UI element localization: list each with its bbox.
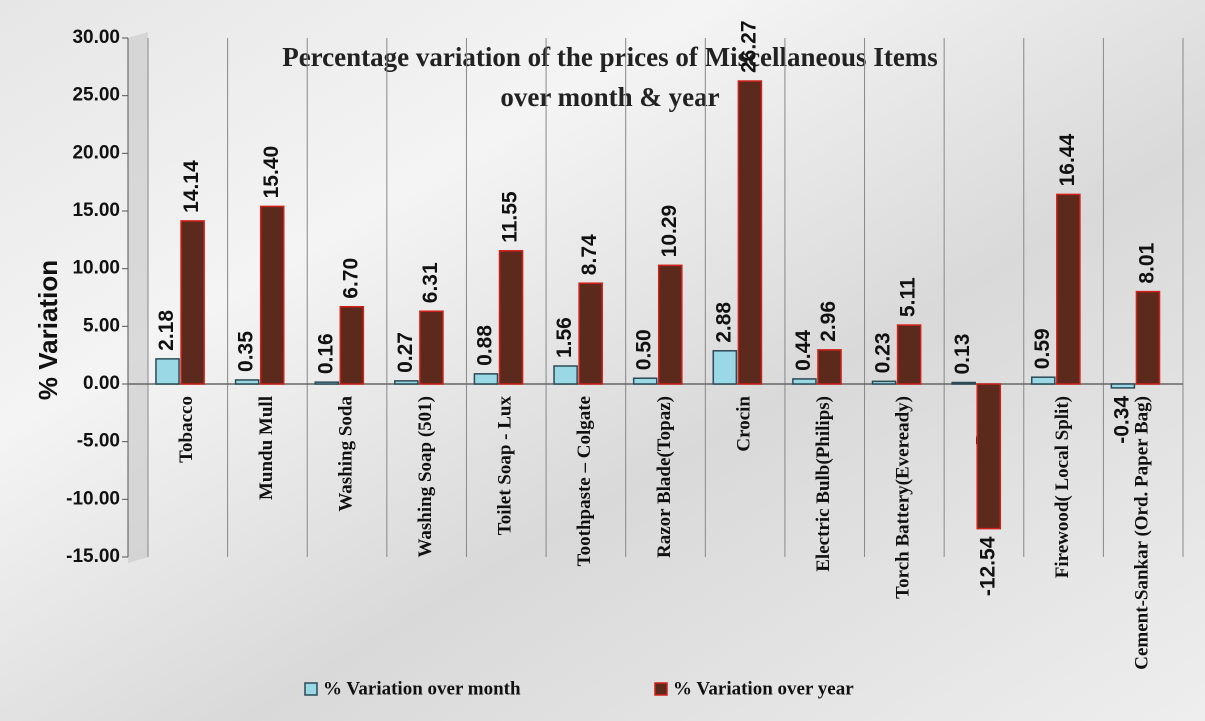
x-tick-label: Tobacco xyxy=(176,396,197,463)
data-label: 0.44 xyxy=(792,330,815,371)
data-label: 1.56 xyxy=(553,317,576,358)
bar xyxy=(234,379,260,385)
legend-label: % Variation over month xyxy=(323,678,521,699)
y-tick-label: -10.00 xyxy=(66,488,120,509)
data-label: 2.88 xyxy=(712,302,735,343)
data-label: 0.16 xyxy=(314,333,337,374)
data-label: 10.29 xyxy=(658,205,681,258)
bar xyxy=(155,358,180,385)
data-label: 2.96 xyxy=(817,301,840,342)
x-tick-label: Firewood( Local Split) xyxy=(1052,396,1073,578)
data-label: 0.59 xyxy=(1031,328,1054,369)
data-label: 15.40 xyxy=(260,146,283,199)
y-tick-label: 10.00 xyxy=(72,258,120,279)
legend-label: % Variation over year xyxy=(673,678,854,699)
x-tick-label: Washing Soap (501) xyxy=(415,396,436,558)
bar xyxy=(394,380,419,385)
bar xyxy=(1030,376,1056,385)
axis-wall xyxy=(128,32,148,563)
bar xyxy=(737,80,763,385)
bar xyxy=(792,378,817,385)
x-tick-label: Toilet Soap - Lux xyxy=(495,396,516,536)
data-label: 0.27 xyxy=(394,332,417,373)
data-label: 0.35 xyxy=(235,331,258,372)
bar xyxy=(419,310,444,385)
x-tick-label: Crocin xyxy=(733,396,754,452)
x-tick-label: Washing Soda xyxy=(335,396,356,512)
bar xyxy=(498,250,524,385)
bar xyxy=(657,264,683,385)
bar xyxy=(1056,193,1081,385)
data-label: 6.70 xyxy=(339,258,362,299)
bar xyxy=(339,305,365,385)
y-tick-label: 5.00 xyxy=(83,315,120,336)
y-tick-label: 25.00 xyxy=(72,85,120,106)
bar xyxy=(817,349,842,385)
data-label: 0.13 xyxy=(951,334,974,375)
data-label: 8.74 xyxy=(578,234,601,275)
bar xyxy=(314,381,340,385)
x-tick-label: Torch Battery(Eveready) xyxy=(893,396,914,599)
data-label: 11.55 xyxy=(499,191,522,243)
bar xyxy=(896,324,922,385)
bar xyxy=(553,365,578,385)
legend-swatch xyxy=(654,682,668,696)
data-label: 14.14 xyxy=(180,160,203,213)
data-label: 0.23 xyxy=(872,332,895,373)
data-label: 5.11 xyxy=(897,277,920,317)
bar xyxy=(632,377,658,385)
bar xyxy=(976,383,1002,530)
y-tick-label: 20.00 xyxy=(72,142,120,163)
y-tick-label: -15.00 xyxy=(66,546,120,567)
x-tick-label: Mundu Mull xyxy=(256,396,277,500)
data-label: 2.18 xyxy=(155,310,178,351)
bar xyxy=(578,282,603,385)
y-tick-label: -5.00 xyxy=(77,431,120,452)
bar xyxy=(259,205,285,385)
x-tick-label: Cement-Sankar (Ord. Paper Bag) xyxy=(1132,396,1153,670)
bar xyxy=(712,350,738,385)
legend-swatch xyxy=(304,682,318,696)
y-tick-label: 15.00 xyxy=(72,200,120,221)
x-tick-label: Electric Bulb(Philips) xyxy=(813,396,834,572)
x-tick-label: Razor Blade(Topaz) xyxy=(654,396,675,558)
bar xyxy=(473,373,499,385)
chart-title: over month & year xyxy=(500,82,719,112)
data-label: 6.31 xyxy=(419,262,442,303)
data-label: -12.54 xyxy=(976,536,999,596)
x-tick-label: Toothpaste – Colgate xyxy=(574,396,595,566)
data-label: 8.01 xyxy=(1136,242,1159,283)
data-label: 16.44 xyxy=(1056,134,1079,187)
y-axis-label: % Variation xyxy=(33,260,63,400)
bar xyxy=(1135,290,1161,385)
bar xyxy=(951,381,976,385)
data-label: 0.50 xyxy=(633,329,656,370)
y-tick-label: 0.00 xyxy=(83,373,120,394)
y-tick-label: 30.00 xyxy=(72,27,120,48)
data-label: 26.27 xyxy=(737,20,760,73)
data-label: -0.34 xyxy=(1110,396,1133,444)
bar xyxy=(1110,383,1136,389)
data-label: 0.88 xyxy=(474,325,497,366)
bar xyxy=(871,380,897,385)
bar xyxy=(180,220,205,385)
chart-title: Percentage variation of the prices of Mi… xyxy=(282,42,938,72)
